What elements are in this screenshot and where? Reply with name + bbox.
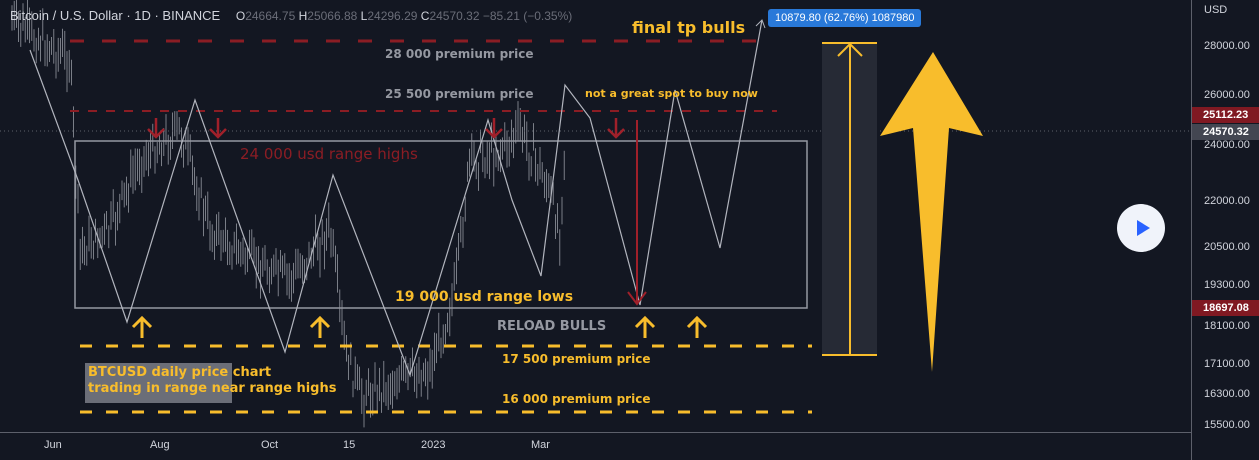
price-tick: 20500.00	[1204, 241, 1250, 253]
time-tick: Oct	[261, 439, 279, 451]
final-tp-label: final tp bulls	[632, 18, 746, 37]
ohlc-values: O24664.75 H25066.88 L24296.29 C24570.32 …	[235, 9, 573, 23]
play-button[interactable]	[1117, 204, 1165, 252]
red-down-arrows	[147, 118, 625, 139]
big-up-arrow	[880, 52, 983, 372]
yellow-up-arrows	[131, 315, 708, 338]
symbol-legend: Bitcoin / U.S. Dollar · 1D · BINANCE O24…	[10, 8, 572, 23]
time-tick: 15	[343, 439, 356, 451]
premium-28000-label: 28 000 premium price	[385, 47, 534, 61]
price-tick: 18100.00	[1204, 320, 1250, 332]
time-tick: Jun	[44, 439, 62, 451]
price-tick: 26000.00	[1204, 89, 1250, 101]
symbol-title[interactable]: Bitcoin / U.S. Dollar · 1D · BINANCE	[10, 8, 221, 23]
up-arrow-icon	[131, 315, 153, 338]
currency-label: USD	[1204, 4, 1228, 16]
projection-path	[29, 19, 763, 377]
price-tick: 22000.00	[1204, 195, 1250, 207]
price-tag-last: 24570.32	[1192, 124, 1259, 140]
time-tick: 2023	[421, 439, 446, 451]
premium-16000-label: 16 000 premium price	[502, 392, 651, 406]
price-tick: 16300.00	[1204, 388, 1250, 400]
up-arrow-icon	[309, 315, 331, 338]
price-axis[interactable]: USD 28000.00 26000.00 24000.00 22000.00 …	[1191, 0, 1259, 460]
up-arrow-icon	[634, 315, 656, 338]
price-tag-low: 18697.08	[1192, 300, 1259, 316]
time-axis[interactable]: Jun Aug Oct 15 2023 Mar	[0, 432, 1191, 460]
time-tick: Aug	[150, 439, 170, 451]
price-tag-high: 25112.23	[1192, 107, 1259, 123]
measure-label: 10879.80 (62.76%) 1087980	[768, 9, 922, 27]
price-tick: 15500.00	[1204, 419, 1250, 431]
reload-bulls-label: RELOAD BULLS	[497, 319, 607, 334]
up-arrow-icon	[686, 315, 708, 338]
premium-17500-label: 17 500 premium price	[502, 352, 651, 366]
down-arrow-icon	[485, 118, 503, 139]
price-tick: 19300.00	[1204, 279, 1250, 291]
price-tick: 17100.00	[1204, 358, 1250, 370]
range-lows-label: 19 000 usd range lows	[395, 289, 574, 305]
down-arrow-icon	[147, 118, 165, 139]
not-great-label: not a great spot to buy now	[585, 87, 758, 100]
price-tick: 24000.00	[1204, 139, 1250, 151]
price-tick: 28000.00	[1204, 40, 1250, 52]
candles	[11, 0, 565, 428]
time-tick: Mar	[531, 439, 550, 451]
down-arrow-icon	[209, 118, 227, 139]
chart-note: BTCUSD daily price chart trading in range…	[85, 363, 336, 403]
premium-25500-label: 25 500 premium price	[385, 87, 534, 101]
price-chart[interactable]	[0, 0, 1191, 432]
projection-arrowhead	[755, 19, 766, 29]
range-highs-label: 24 000 usd range highs	[240, 145, 418, 163]
range-box	[74, 140, 808, 309]
down-arrow-icon	[607, 118, 625, 139]
